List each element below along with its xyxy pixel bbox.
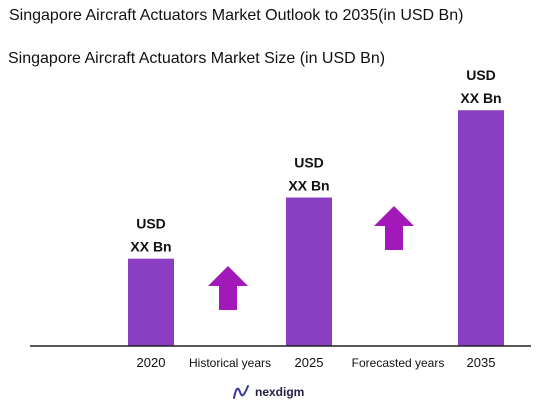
nexdigm-logo-icon [233, 385, 249, 399]
logo-text: nexdigm [255, 385, 305, 399]
chart-subtitle: Singapore Aircraft Actuators Market Size… [8, 50, 386, 67]
x-tick-2035: 2035 [467, 355, 496, 370]
growth-arrow-icon-2 [374, 206, 414, 250]
bar-2020 [128, 258, 174, 346]
x-tick-2025: 2025 [295, 355, 324, 370]
x-tick-2020: 2020 [137, 355, 166, 370]
bar-2025 [286, 197, 332, 346]
period-label-1: Historical years [189, 356, 271, 370]
data-label-2025-line2: XX Bn [288, 178, 329, 194]
data-label-2020-line2: XX Bn [130, 239, 171, 255]
data-label-2035-line2: XX Bn [460, 90, 501, 106]
growth-arrow-icon-1 [208, 266, 248, 310]
data-label-2025-line1: USD [294, 155, 324, 171]
data-label-2020-line1: USD [136, 216, 166, 232]
bar-2035 [458, 110, 504, 346]
nexdigm-logo: nexdigm [232, 384, 304, 400]
data-label-2035-line1: USD [466, 67, 496, 83]
period-label-2: Forecasted years [352, 356, 445, 370]
page-title: Singapore Aircraft Actuators Market Outl… [9, 7, 464, 24]
